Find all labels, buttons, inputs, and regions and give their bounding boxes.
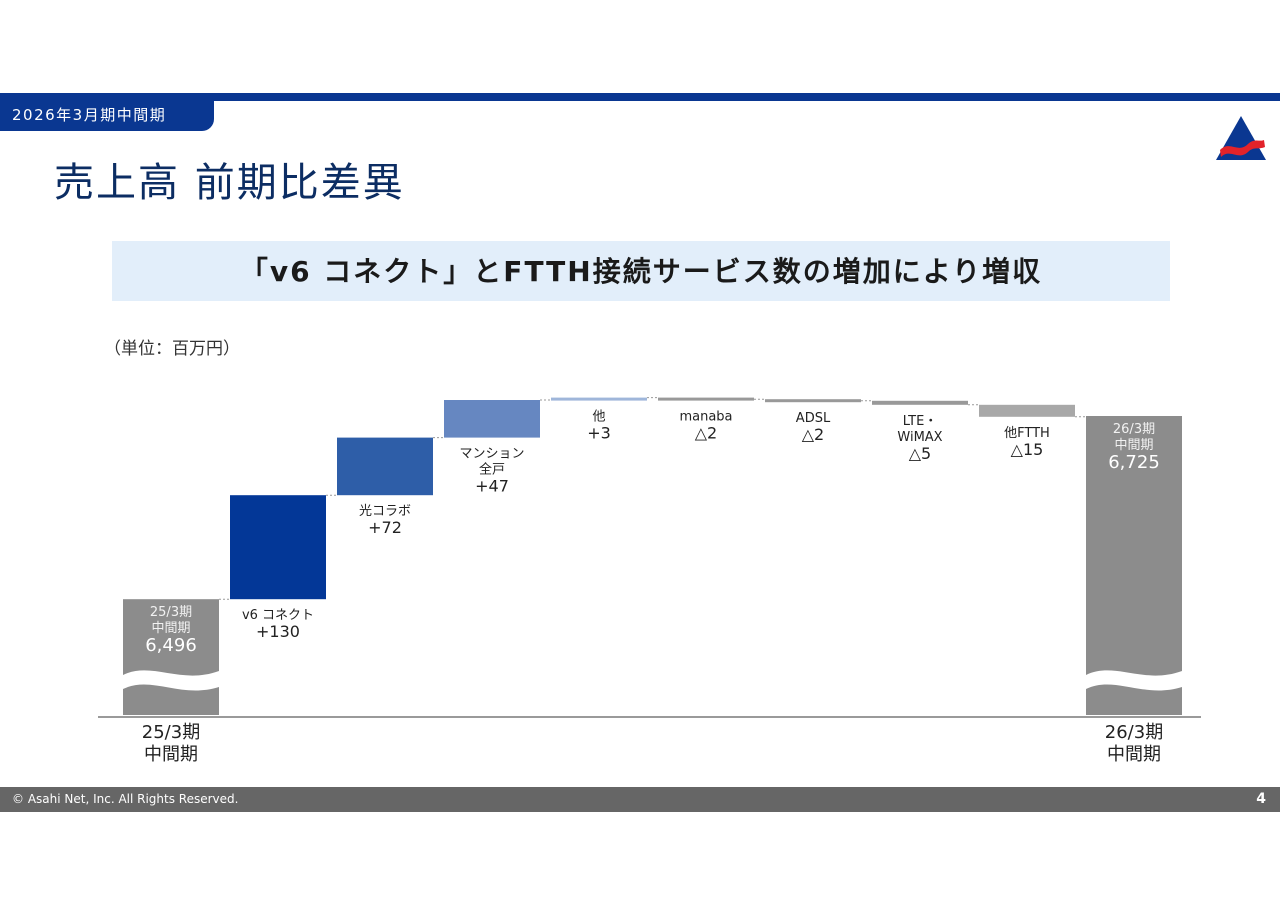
unit-label: （単位：百万円）	[104, 339, 240, 359]
bar-5	[658, 397, 754, 401]
footer: © Asahi Net, Inc. All Rights Reserved. 4	[0, 787, 1280, 812]
bar-3	[444, 400, 540, 438]
bar-value-1: +130	[256, 622, 300, 641]
x-label-1-0: 26/3期	[1105, 722, 1163, 743]
bar-label-3-1: 全戸	[479, 462, 505, 478]
bar-9	[1086, 416, 1182, 715]
bar-value-9: 6,725	[1108, 452, 1160, 473]
bar-2	[337, 437, 433, 496]
period-tab: 2026年3月期中間期	[0, 93, 214, 131]
bar-8	[979, 404, 1075, 417]
bar-label-0-0: 25/3期	[150, 605, 192, 620]
axis-break-0	[123, 670, 219, 691]
bar-label-1-0: v6 コネクト	[242, 608, 314, 623]
header-rule	[0, 93, 1280, 101]
bar-label-4-0: 他	[592, 410, 605, 425]
bar-value-0: 6,496	[145, 635, 197, 656]
page-number: 4	[1256, 791, 1266, 807]
bar-6	[765, 399, 861, 403]
bar-7	[872, 400, 968, 405]
bar-0	[123, 599, 219, 715]
bar-label-8-0: 他FTTH	[1004, 426, 1050, 441]
bar-1	[230, 495, 326, 600]
bar-value-6: △2	[802, 425, 824, 444]
bar-label-7-1: WiMAX	[897, 430, 942, 445]
bar-4	[551, 397, 647, 401]
bar-value-8: △15	[1011, 440, 1044, 459]
x-label-0-0: 25/3期	[142, 722, 200, 743]
bar-value-5: △2	[695, 424, 717, 443]
bar-label-9-1: 中間期	[1114, 438, 1153, 453]
x-label-0-1: 中間期	[144, 744, 198, 765]
bar-label-2-0: 光コラボ	[359, 504, 411, 519]
bar-label-5-0: manaba	[679, 410, 732, 425]
headline-banner: 「v6 コネクト」とFTTH接続サービス数の増加により増収	[112, 241, 1170, 301]
bar-value-3: +47	[475, 477, 509, 496]
copyright: © Asahi Net, Inc. All Rights Reserved.	[12, 792, 239, 806]
bar-label-9-0: 26/3期	[1113, 422, 1155, 437]
bar-label-6-0: ADSL	[796, 411, 831, 426]
page-title: 売上高 前期比差異	[54, 160, 405, 206]
axis-break-9	[1086, 670, 1182, 691]
bar-value-7: △5	[909, 444, 931, 463]
bar-label-0-1: 中間期	[151, 621, 190, 636]
bar-value-2: +72	[368, 518, 402, 537]
x-label-1-1: 中間期	[1107, 744, 1161, 765]
company-logo-icon	[1216, 116, 1266, 160]
bar-label-7-0: LTE・	[903, 414, 938, 429]
bar-value-4: +3	[587, 424, 611, 443]
bar-label-3-0: マンション	[459, 447, 524, 462]
